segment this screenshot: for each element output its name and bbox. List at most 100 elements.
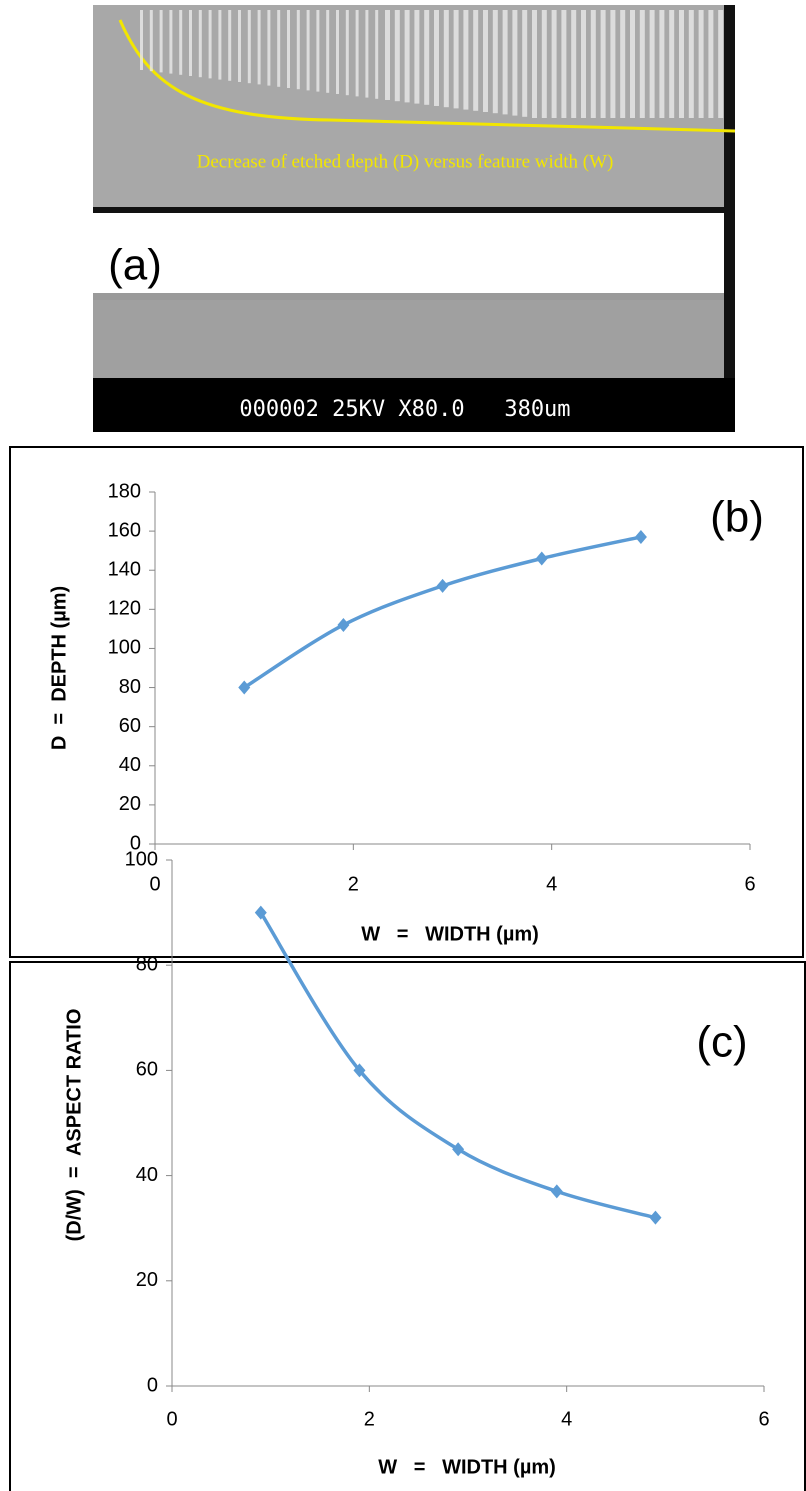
y-axis-title: (D/W) = ASPECT RATIO (63, 1009, 85, 1242)
trench (159, 10, 163, 73)
trench (414, 10, 420, 104)
depth-curve (118, 19, 736, 133)
trench (394, 10, 400, 102)
y-tick-label: 20 (119, 793, 141, 815)
trench (238, 10, 241, 82)
trench (385, 10, 390, 100)
trench (336, 10, 339, 94)
data-point (452, 1142, 465, 1157)
data-line (243, 535, 642, 690)
trench (551, 10, 557, 118)
trench (581, 10, 586, 118)
trench (463, 10, 469, 110)
sem-info-bar (93, 378, 735, 432)
y-tick-label: 60 (119, 715, 141, 737)
data-point (254, 905, 267, 920)
trench (630, 10, 635, 118)
x-tick-label: 0 (166, 1408, 177, 1430)
trench (404, 10, 410, 103)
trench (247, 10, 251, 84)
trench (483, 10, 488, 112)
y-axis-title: D = DEPTH (µm) (48, 586, 70, 750)
trench (453, 10, 459, 109)
trench (688, 10, 694, 118)
trench (179, 10, 183, 75)
trench (287, 10, 290, 88)
y-tick-label: 100 (108, 637, 141, 659)
trench (492, 10, 498, 114)
y-tick-label: 180 (108, 480, 141, 502)
y-tick-label: 0 (130, 832, 141, 854)
trench (296, 10, 300, 90)
trench (512, 10, 518, 116)
trench (522, 10, 528, 117)
trench (502, 10, 508, 115)
sem-substrate (93, 300, 735, 380)
sem-image: Decrease of etched depth (D) versus feat… (93, 5, 736, 432)
trench (571, 10, 577, 118)
x-axis-title: W = WIDTH (µm) (378, 1456, 556, 1478)
trench (257, 10, 261, 85)
y-tick-label: 100 (125, 848, 158, 870)
y-tick-label: 80 (136, 953, 158, 975)
trench (639, 10, 645, 118)
y-tick-label: 160 (108, 519, 141, 541)
sem-side (724, 5, 735, 378)
trench (620, 10, 626, 118)
x-tick-label: 2 (348, 873, 359, 895)
trench (443, 10, 449, 108)
panel-label: (c) (696, 1018, 747, 1067)
trench (149, 10, 153, 72)
y-tick-label: 40 (136, 1164, 158, 1186)
trench (434, 10, 439, 106)
panel-label: (a) (108, 241, 162, 290)
trench (345, 10, 349, 96)
data-line (259, 911, 656, 1220)
trench (140, 10, 143, 70)
trench (718, 10, 724, 118)
panel-label: (b) (710, 493, 764, 542)
sem-void (93, 213, 735, 293)
trench (316, 10, 320, 92)
trench (277, 10, 281, 87)
data-point (550, 1184, 563, 1199)
trench (669, 10, 675, 118)
trench (189, 10, 192, 76)
data-point (436, 578, 449, 593)
trench (610, 10, 616, 118)
x-tick-label: 4 (561, 1408, 572, 1430)
trench (473, 10, 479, 111)
y-tick-label: 0 (147, 1374, 158, 1396)
trench (708, 10, 714, 118)
trench (355, 10, 359, 97)
trench (228, 10, 232, 81)
data-point (337, 617, 350, 632)
trench (532, 10, 537, 118)
sem-edge (93, 207, 735, 213)
trench (326, 10, 330, 93)
trench (198, 10, 202, 78)
data-point (535, 551, 548, 566)
trench (649, 10, 655, 118)
y-tick-label: 120 (108, 598, 141, 620)
trench (541, 10, 547, 118)
data-point (634, 529, 647, 544)
trench (698, 10, 704, 118)
data-point (353, 1063, 366, 1078)
trench (169, 10, 173, 74)
y-tick-label: 40 (119, 754, 141, 776)
y-tick-label: 60 (136, 1059, 158, 1081)
x-tick-label: 2 (364, 1408, 375, 1430)
y-tick-label: 20 (136, 1269, 158, 1291)
x-tick-label: 0 (149, 873, 160, 895)
x-tick-label: 6 (744, 873, 755, 895)
panel-frame (9, 446, 804, 958)
x-tick-label: 6 (758, 1408, 769, 1430)
y-tick-label: 140 (108, 559, 141, 581)
trench (679, 10, 684, 118)
sem-scale-text: 000002 25KV X80.0 380um (239, 397, 570, 422)
trench (306, 10, 310, 91)
y-tick-label: 80 (119, 676, 141, 698)
